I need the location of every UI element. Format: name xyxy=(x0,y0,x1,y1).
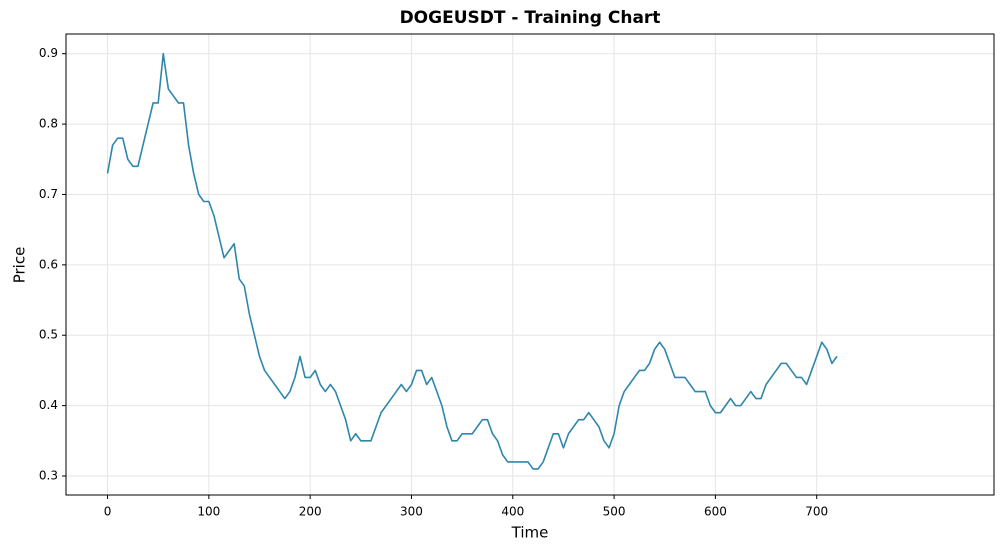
x-tick-label: 200 xyxy=(299,505,322,519)
chart-title: DOGEUSDT - Training Chart xyxy=(400,8,661,28)
y-tick-label: 0.7 xyxy=(39,187,58,201)
x-tick-label: 100 xyxy=(197,505,220,519)
x-tick-label: 400 xyxy=(501,505,524,519)
y-tick-label: 0.9 xyxy=(39,46,58,60)
x-tick-label: 300 xyxy=(400,505,423,519)
x-tick-label: 700 xyxy=(805,505,828,519)
x-tick-label: 0 xyxy=(104,505,112,519)
price-line xyxy=(106,52,838,470)
x-tick-label: 600 xyxy=(704,505,727,519)
y-axis-label: Price xyxy=(11,247,29,284)
y-tick-label: 0.5 xyxy=(39,328,58,342)
y-tick-label: 0.3 xyxy=(39,468,58,482)
y-tick-label: 0.4 xyxy=(39,398,58,412)
plot-frame xyxy=(65,33,995,496)
y-tick-label: 0.8 xyxy=(39,117,58,131)
x-tick-label: 500 xyxy=(603,505,626,519)
x-axis-label: Time xyxy=(511,524,549,542)
y-tick-label: 0.6 xyxy=(39,257,58,271)
